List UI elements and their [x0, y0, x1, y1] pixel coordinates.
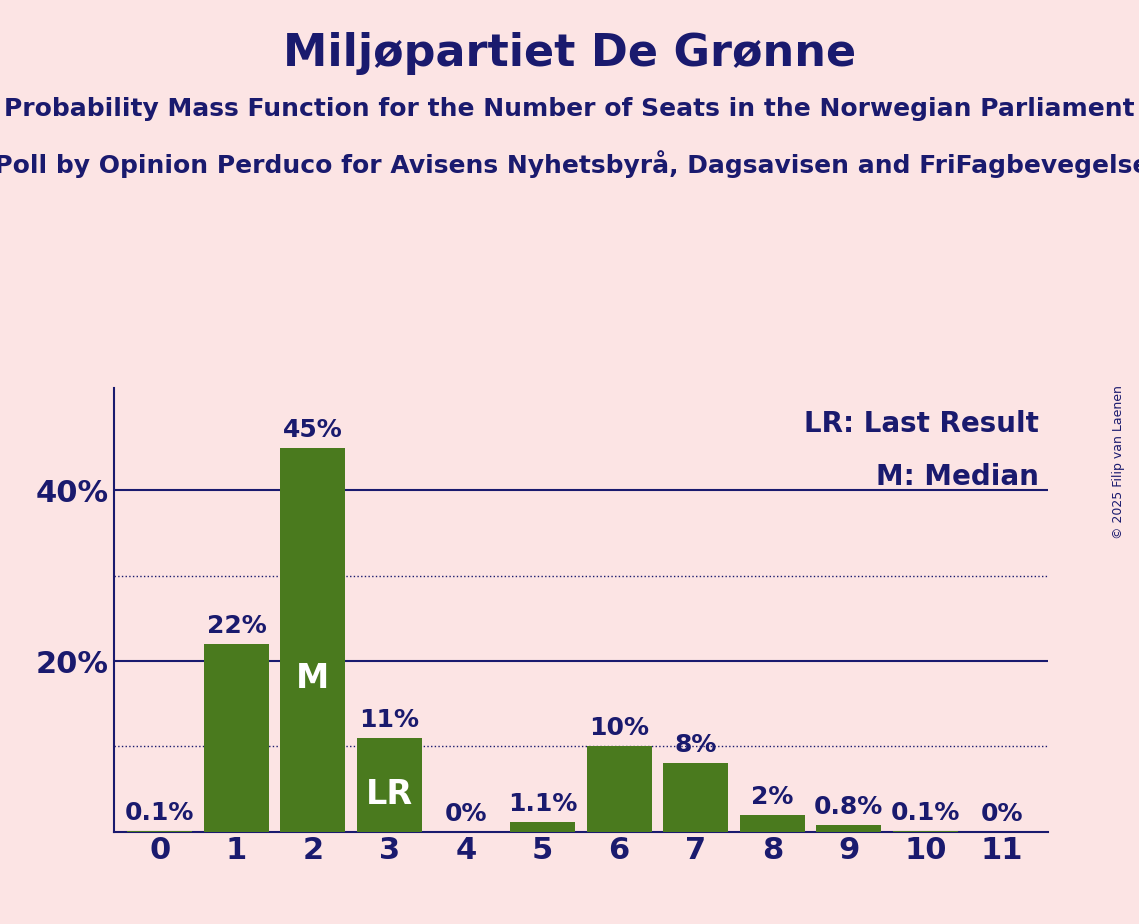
Text: © 2025 Filip van Laenen: © 2025 Filip van Laenen [1112, 385, 1125, 539]
Text: 45%: 45% [284, 418, 343, 442]
Text: 0.1%: 0.1% [125, 801, 195, 825]
Text: 10%: 10% [589, 716, 649, 740]
Bar [510, 822, 575, 832]
Text: LR: Last Result: LR: Last Result [804, 410, 1039, 438]
Bar [587, 747, 652, 832]
Text: nion Poll by Opinion Perduco for Avisens Nyhetsbyrå, Dagsavisen and FriFagbevege: nion Poll by Opinion Perduco for Avisens… [0, 150, 1139, 177]
Bar [817, 825, 882, 832]
Text: Probability Mass Function for the Number of Seats in the Norwegian Parliament: Probability Mass Function for the Number… [5, 97, 1134, 121]
Text: 11%: 11% [360, 708, 419, 732]
Text: 0.8%: 0.8% [814, 795, 884, 819]
Text: M: Median: M: Median [876, 464, 1039, 492]
Text: 1.1%: 1.1% [508, 792, 577, 816]
Text: Miljøpartiet De Grønne: Miljøpartiet De Grønne [282, 32, 857, 76]
Text: 0.1%: 0.1% [891, 801, 960, 825]
Text: 0%: 0% [445, 802, 487, 826]
Text: LR: LR [366, 778, 413, 810]
Text: 2%: 2% [751, 784, 794, 808]
Text: 8%: 8% [674, 734, 716, 758]
Bar [739, 815, 805, 832]
Text: M: M [296, 662, 329, 695]
Text: 0%: 0% [981, 802, 1023, 826]
Text: 22%: 22% [206, 614, 267, 638]
Bar [204, 644, 269, 832]
Bar [663, 763, 728, 832]
Bar [280, 448, 345, 832]
Bar [357, 737, 423, 832]
